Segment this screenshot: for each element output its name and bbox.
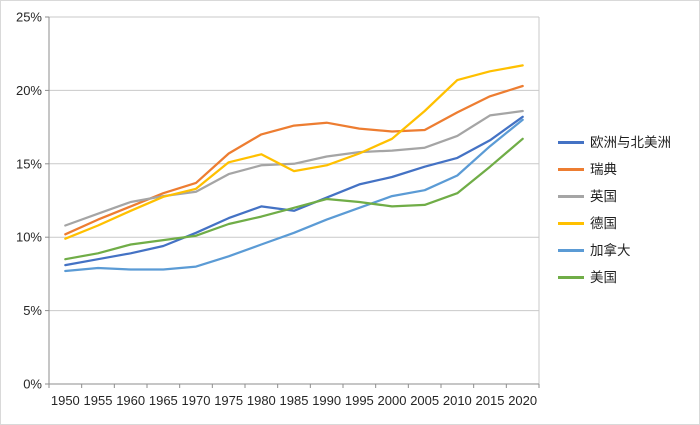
series-line-germany bbox=[64, 64, 524, 240]
x-axis-label: 1990 bbox=[312, 393, 341, 408]
series-line-uk bbox=[64, 109, 524, 227]
x-axis-label: 1985 bbox=[280, 393, 309, 408]
x-axis-label: 2015 bbox=[476, 393, 505, 408]
series-line-usa bbox=[64, 137, 524, 261]
x-axis-label: 2020 bbox=[508, 393, 537, 408]
x-axis-label: 2000 bbox=[378, 393, 407, 408]
legend-label-europe-north-america: 欧洲与北美洲 bbox=[590, 134, 671, 150]
legend-label-canada: 加拿大 bbox=[590, 242, 631, 258]
legend-label-usa: 美国 bbox=[590, 269, 617, 285]
series-line-sweden bbox=[64, 84, 524, 236]
legend-item-uk: 英国 bbox=[558, 183, 671, 210]
x-axis-label: 2005 bbox=[410, 393, 439, 408]
legend-item-canada: 加拿大 bbox=[558, 237, 671, 264]
legend-label-germany: 德国 bbox=[590, 215, 617, 231]
x-axis-label: 1950 bbox=[51, 393, 80, 408]
series-line-europe-north-america bbox=[64, 115, 524, 267]
x-axis-label: 1955 bbox=[84, 393, 113, 408]
x-axis-label: 1965 bbox=[149, 393, 178, 408]
legend-item-usa: 美国 bbox=[558, 264, 671, 291]
y-axis-label: 10% bbox=[16, 230, 42, 245]
x-axis-label: 1980 bbox=[247, 393, 276, 408]
legend-label-sweden: 瑞典 bbox=[590, 161, 617, 177]
legend-swatch-canada bbox=[558, 249, 584, 252]
legend-item-europe-north-america: 欧洲与北美洲 bbox=[558, 129, 671, 156]
legend-swatch-usa bbox=[558, 276, 584, 279]
x-axis-label: 1975 bbox=[214, 393, 243, 408]
legend-swatch-europe-north-america bbox=[558, 141, 584, 144]
chart-legend: 欧洲与北美洲 瑞典英国德国加拿大美国 bbox=[558, 129, 671, 291]
legend-label-uk: 英国 bbox=[590, 188, 617, 204]
x-axis-label: 1970 bbox=[182, 393, 211, 408]
legend-swatch-sweden bbox=[558, 168, 584, 171]
y-axis-label: 20% bbox=[16, 83, 42, 98]
y-axis-label: 15% bbox=[16, 156, 42, 171]
x-axis-label: 2010 bbox=[443, 393, 472, 408]
legend-swatch-uk bbox=[558, 195, 584, 198]
x-axis-label: 1995 bbox=[345, 393, 374, 408]
legend-swatch-germany bbox=[558, 222, 584, 225]
x-axis-label: 1960 bbox=[116, 393, 145, 408]
y-axis-label: 25% bbox=[16, 10, 42, 25]
y-axis-label: 0% bbox=[23, 377, 42, 392]
series-line-canada bbox=[64, 118, 524, 273]
y-axis-label: 5% bbox=[23, 303, 42, 318]
legend-item-germany: 德国 bbox=[558, 210, 671, 237]
legend-item-sweden: 瑞典 bbox=[558, 156, 671, 183]
